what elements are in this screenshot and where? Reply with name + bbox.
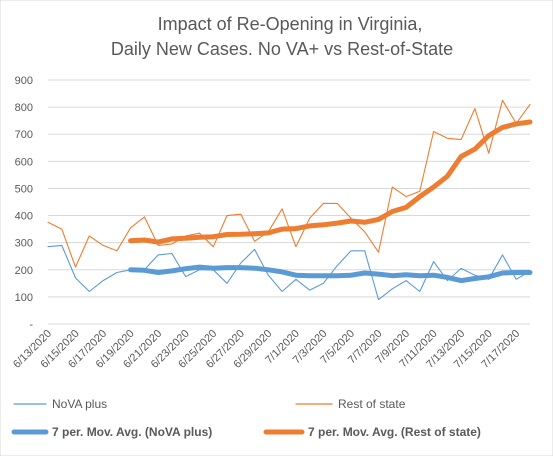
series-lines (47, 99, 533, 301)
legend-label: 7 per. Mov. Avg. (NoVA plus) (52, 425, 212, 439)
series-line-7-per-mov-avg-rest-of-state (128, 119, 533, 245)
chart-title-line-2: Daily New Cases. No VA+ vs Rest-of-State (111, 39, 453, 59)
y-tick-label: - (29, 319, 33, 331)
y-tick-label: 200 (15, 265, 33, 277)
y-axis-ticks: - 100 200 300 400 500 600 700 800 900 (15, 75, 34, 331)
y-tick-label: 500 (15, 183, 33, 195)
series-line-7-per-mov-avg-nova-plus (128, 264, 533, 284)
legend-label: 7 per. Mov. Avg. (Rest of state) (308, 425, 481, 439)
y-tick-label: 100 (15, 292, 33, 304)
chart-title-line-1: Impact of Re-Opening in Virginia, (158, 14, 423, 34)
legend: NoVA plus Rest of state 7 per. Mov. Avg. (… (11, 397, 481, 439)
y-tick-label: 300 (15, 238, 33, 250)
y-tick-label: 800 (15, 102, 33, 114)
legend-label: NoVA plus (52, 397, 107, 411)
y-tick-label: 700 (15, 129, 33, 141)
legend-label: Rest of state (338, 397, 406, 411)
y-tick-label: 400 (15, 211, 33, 223)
y-tick-label: 600 (15, 156, 33, 168)
y-tick-label: 900 (15, 75, 33, 87)
